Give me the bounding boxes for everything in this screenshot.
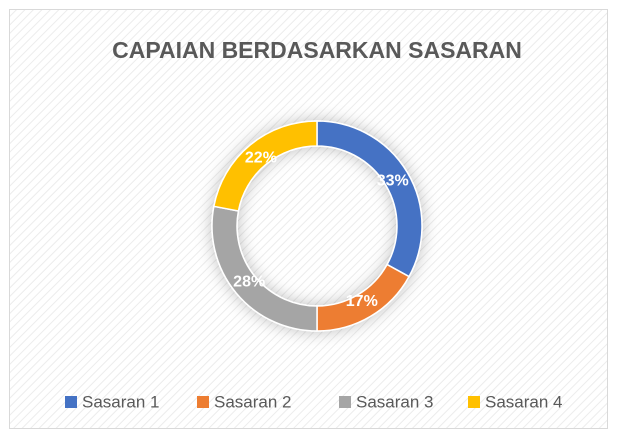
legend-swatch xyxy=(65,396,77,408)
legend-label: Sasaran 2 xyxy=(214,392,292,411)
chart-area xyxy=(9,9,608,429)
legend-swatch xyxy=(339,396,351,408)
data-label: 33% xyxy=(377,172,409,189)
donut xyxy=(211,120,423,332)
data-label: 17% xyxy=(346,293,378,310)
legend-swatch xyxy=(468,396,480,408)
legend-label: Sasaran 1 xyxy=(82,392,160,411)
data-label: 22% xyxy=(245,149,277,166)
legend-label: Sasaran 4 xyxy=(485,392,563,411)
donut-segment xyxy=(212,120,318,212)
legend-swatch xyxy=(197,396,209,408)
chart-title: CAPAIAN BERDASARKAN SASARAN xyxy=(112,37,522,63)
legend-label: Sasaran 3 xyxy=(356,392,434,411)
data-label: 28% xyxy=(233,273,265,290)
